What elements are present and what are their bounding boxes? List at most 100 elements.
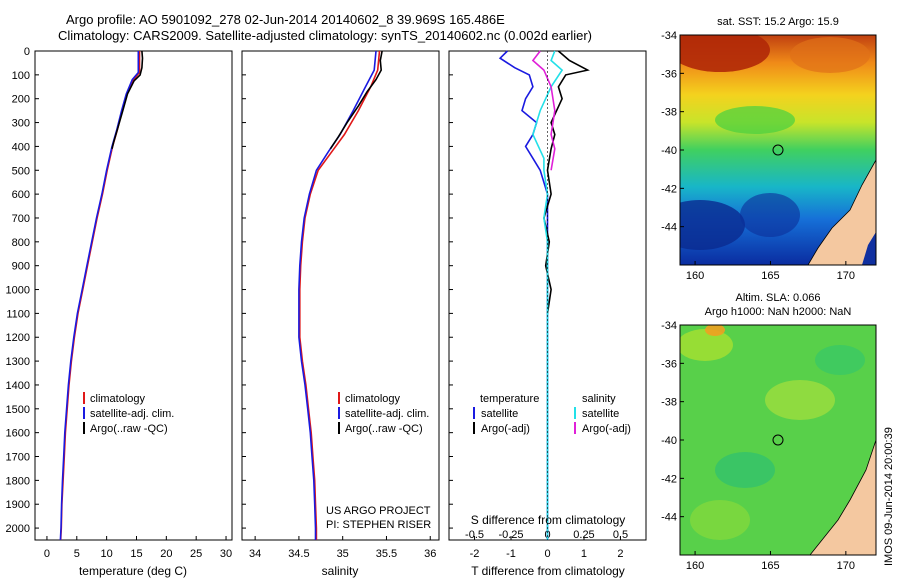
depth-tick-label: 1600 xyxy=(6,428,30,440)
x-tick-label: 20 xyxy=(160,548,172,560)
x-tick-label: -2 xyxy=(470,548,480,560)
map-lat-label: -44 xyxy=(661,222,677,234)
difference-x-axis: -2 -1 0 1 2-0.5 -0.25 0 0.25 0.5 xyxy=(465,529,628,560)
map-lat-label: -36 xyxy=(661,68,677,80)
temperature-x-label: temperature (deg C) xyxy=(79,564,187,578)
x-tick-label: 0 xyxy=(544,548,550,560)
depth-tick-label: 1100 xyxy=(6,308,30,320)
difference-legend: temperature salinity satellite Argo(-adj… xyxy=(473,393,631,435)
x-tick-label: 15 xyxy=(130,548,142,560)
x-tick-label: 5 xyxy=(74,548,80,560)
sst-map-image xyxy=(680,35,876,265)
depth-tick-label: 1800 xyxy=(6,475,30,487)
project-label: US ARGO PROJECT xyxy=(326,505,431,517)
temperature-legend: climatology satellite-adj. clim. Argo(..… xyxy=(83,392,174,435)
s-tick-label: 0.5 xyxy=(613,529,628,541)
map-lon-label: 160 xyxy=(686,560,704,572)
x-tick-label: -1 xyxy=(506,548,516,560)
x-tick-label: 10 xyxy=(101,548,113,560)
map-lon-label: 165 xyxy=(761,270,779,282)
depth-tick-label: 400 xyxy=(12,141,30,153)
legend-header-salinity: salinity xyxy=(582,393,616,405)
map-lat-label: -44 xyxy=(661,512,677,524)
series-line-climatology xyxy=(298,50,381,540)
legend-label-s-satellite: satellite xyxy=(582,408,619,420)
temperature-x-axis: 0 5 10 15 20 25 30 xyxy=(44,536,232,560)
header-title-line2: Climatology: CARS2009. Satellite-adjuste… xyxy=(58,28,592,43)
depth-tick-label: 800 xyxy=(12,237,30,249)
depth-tick-label: 2000 xyxy=(6,523,30,535)
series-line-climatology xyxy=(59,51,141,541)
sla-map-title-line2: Argo h1000: NaN h2000: NaN xyxy=(705,306,852,318)
depth-tick-label: 1200 xyxy=(6,332,30,344)
map-lon-label: 165 xyxy=(761,560,779,572)
sst-map-axes: -34 -36 -38 -40 -42 -44 160 165 170 xyxy=(661,30,855,282)
depth-tick-label: 1500 xyxy=(6,404,30,416)
salinity-series xyxy=(298,50,383,540)
s-tick-label: -0.25 xyxy=(498,529,523,541)
depth-tick-label: 700 xyxy=(12,213,30,225)
x-tick-label: 35 xyxy=(337,548,349,560)
series-line-satellite-adj-clim- xyxy=(298,50,377,540)
x-tick-label: 35.5 xyxy=(376,548,397,560)
depth-tick-label: 1700 xyxy=(6,452,30,464)
salinity-x-label: salinity xyxy=(322,564,359,578)
timestamp-label: IMOS 09-Jun-2014 20:00:39 xyxy=(883,427,895,566)
legend-label-satellite: satellite-adj. clim. xyxy=(90,408,174,420)
salinity-x-axis: 34 34.5 35 35.5 36 xyxy=(249,536,436,560)
depth-tick-label: 1400 xyxy=(6,380,30,392)
difference-x-label: T difference from climatology xyxy=(471,564,625,578)
map-lat-label: -40 xyxy=(661,145,677,157)
map-lat-label: -36 xyxy=(661,358,677,370)
sst-map-title: sat. SST: 15.2 Argo: 15.9 xyxy=(717,16,839,28)
map-lat-label: -38 xyxy=(661,107,677,119)
depth-tick-label: 500 xyxy=(12,165,30,177)
sla-map-image xyxy=(680,325,876,555)
map-lat-label: -34 xyxy=(661,320,677,332)
depth-tick-label: 100 xyxy=(12,70,30,82)
x-tick-label: 25 xyxy=(190,548,202,560)
series-line-argo-adj- xyxy=(531,50,556,171)
x-tick-label: 34.5 xyxy=(288,548,309,560)
argo-position-marker xyxy=(772,144,784,156)
legend-label-t-argo: Argo(-adj) xyxy=(481,423,530,435)
temperature-y-axis: 0 100 200 300 400 500 600 700 800 900 1000 1100 1200… xyxy=(6,46,453,535)
legend-label-climatology: climatology xyxy=(345,393,401,405)
series-line-satellite xyxy=(498,50,549,540)
s-tick-label: -0.5 xyxy=(465,529,484,541)
legend-label-t-satellite: satellite xyxy=(481,408,518,420)
difference-x-label-top: S difference from climatology xyxy=(471,513,626,527)
series-line-satellite xyxy=(532,50,564,540)
depth-tick-label: 1300 xyxy=(6,356,30,368)
legend-label-climatology: climatology xyxy=(90,393,146,405)
legend-label-satellite: satellite-adj. clim. xyxy=(345,408,429,420)
map-lat-label: -42 xyxy=(661,183,677,195)
salinity-panel-frame xyxy=(241,50,440,541)
header-title-line1: Argo profile: AO 5901092_278 02-Jun-2014… xyxy=(66,12,505,27)
depth-tick-label: 200 xyxy=(12,94,30,106)
map-lon-label: 170 xyxy=(837,270,855,282)
map-lat-label: -40 xyxy=(661,435,677,447)
x-tick-label: 0 xyxy=(44,548,50,560)
legend-label-argo: Argo(..raw -QC) xyxy=(345,423,423,435)
pi-label: PI: STEPHEN RISER xyxy=(326,519,431,531)
legend-label-s-argo: Argo(-adj) xyxy=(582,423,631,435)
x-tick-label: 34 xyxy=(249,548,261,560)
series-line-argo-raw-qc- xyxy=(111,50,144,149)
x-tick-label: 36 xyxy=(424,548,436,560)
depth-tick-label: 900 xyxy=(12,261,30,273)
depth-tick-label: 1000 xyxy=(6,285,30,297)
legend-header-temperature: temperature xyxy=(480,393,539,405)
temperature-series xyxy=(59,50,144,541)
series-line-satellite-adj-clim- xyxy=(59,51,140,541)
map-lat-label: -42 xyxy=(661,473,677,485)
map-lat-label: -34 xyxy=(661,30,677,42)
salinity-legend: climatology satellite-adj. clim. Argo(..… xyxy=(326,392,431,531)
depth-tick-label: 1900 xyxy=(6,499,30,511)
series-line-argo-raw-qc- xyxy=(329,50,383,150)
map-lon-label: 170 xyxy=(837,560,855,572)
temperature-panel-frame xyxy=(34,50,233,541)
legend-label-argo: Argo(..raw -QC) xyxy=(90,423,168,435)
sla-map-title-line1: Altim. SLA: 0.066 xyxy=(736,292,821,304)
